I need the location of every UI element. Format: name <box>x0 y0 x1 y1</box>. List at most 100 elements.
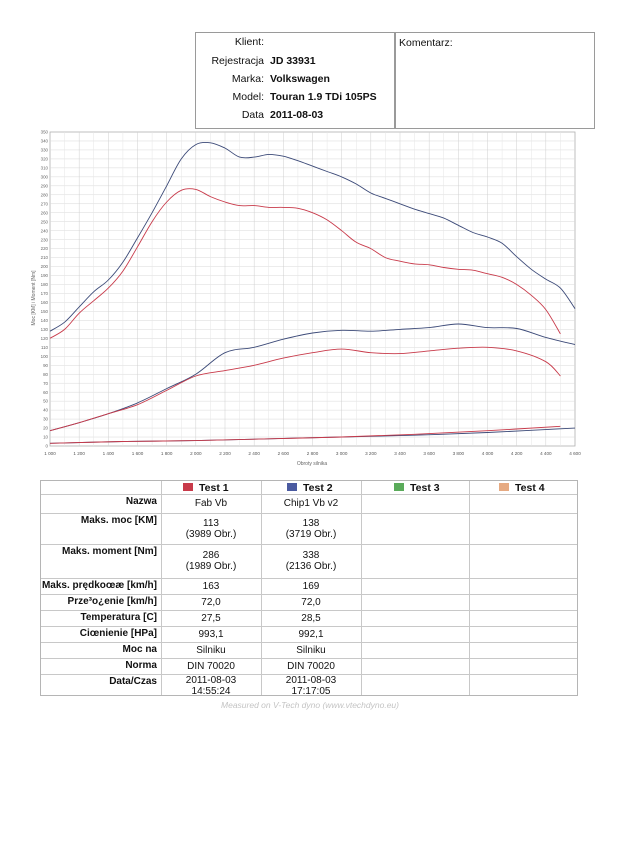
y-tick-label: 150 <box>41 309 49 314</box>
table-divider <box>41 578 577 579</box>
cell-line: 2011-08-03 <box>185 675 237 686</box>
cell-line: (3989 Obr.) <box>185 528 237 540</box>
cell-line: 2011-08-03 <box>285 675 337 686</box>
x-tick-label: 3 800 <box>453 451 465 456</box>
info-row-model: Model: Touran 1.9 TDi 105PS <box>196 91 394 109</box>
cell-line: 72,0 <box>301 596 321 608</box>
y-tick-label: 200 <box>41 264 49 269</box>
y-tick-label: 110 <box>41 345 49 350</box>
x-tick-label: 3 000 <box>336 451 348 456</box>
y-tick-label: 210 <box>41 255 49 260</box>
x-tick-label: 3 600 <box>423 451 435 456</box>
cell-line: Silniku <box>196 644 226 656</box>
info-value: Volkswagen <box>270 73 330 85</box>
test-3-label: Test 3 <box>410 482 440 494</box>
y-tick-label: 0 <box>46 444 49 449</box>
cell-line: 993,1 <box>198 628 224 640</box>
series-test1-power <box>49 346 561 432</box>
footer-note: Measured on V-Tech dyno (www.vtechdyno.e… <box>221 700 399 710</box>
y-tick-label: 120 <box>41 336 49 341</box>
cell-test-1: 163 <box>161 581 261 592</box>
info-row-klient: Klient: <box>196 36 394 54</box>
table-divider <box>41 658 577 659</box>
x-tick-label: 1 200 <box>73 451 85 456</box>
y-tick-label: 240 <box>41 228 49 233</box>
cell-line: Silniku <box>296 644 326 656</box>
x-tick-label: 4 600 <box>569 451 581 456</box>
info-value: 2011-08-03 <box>270 109 324 121</box>
y-tick-label: 180 <box>41 282 49 287</box>
y-tick-label: 230 <box>41 237 49 242</box>
dyno-chart: 0 10 20 30 40 50 60 70 80 90 100 110 120 130 140 150 160… <box>30 128 585 468</box>
cell-line: 27,5 <box>201 612 221 624</box>
cell-test-1: 72,0 <box>161 597 261 608</box>
table-divider <box>41 544 577 545</box>
y-tick-label: 90 <box>43 363 48 368</box>
cell-line: Fab Vb <box>194 498 228 509</box>
row-label: Maks. moc [KM] <box>80 515 157 526</box>
info-label: Marka: <box>231 73 264 85</box>
cell-line: 14:55:24 <box>191 686 231 697</box>
cell-line: 169 <box>302 580 320 592</box>
cell-test-2: Silniku <box>261 645 361 656</box>
info-row-data: Data 2011-08-03 <box>196 109 394 127</box>
test-2-header: Test 2 <box>287 482 333 494</box>
y-tick-label: 310 <box>41 165 49 170</box>
comment-label: Komentarz: <box>399 37 453 49</box>
test-4-swatch <box>499 483 509 491</box>
comment-box: Komentarz: <box>395 32 595 129</box>
table-divider <box>41 674 577 675</box>
y-tick-label: 350 <box>41 130 49 135</box>
cell-line: 286 <box>202 550 220 561</box>
cell-line: Chip1 Vb v2 <box>283 498 339 509</box>
info-label: Model: <box>232 91 264 103</box>
chart-grid <box>49 131 576 447</box>
y-tick-label: 330 <box>41 148 49 153</box>
cell-line: (3719 Obr.) <box>285 528 337 540</box>
cell-line: 28,5 <box>301 612 321 624</box>
info-row-rejestracja: Rejestracja JD 33931 <box>196 55 394 73</box>
vehicle-info-box: Klient: Rejestracja JD 33931 Marka: Volk… <box>195 32 395 129</box>
x-tick-label: 2 600 <box>278 451 290 456</box>
row-label: Maks. prędkoœæ [km/h] <box>41 580 157 591</box>
y-tick-label: 30 <box>43 417 48 422</box>
table-divider <box>41 513 577 514</box>
cell-test-1: 113 (3989 Obr.) <box>161 518 261 540</box>
y-axis-label: Moc [KM] i Moment [Nm] <box>31 270 37 326</box>
row-label: Nazwa <box>125 496 157 507</box>
row-label: Ciœnienie [HPa] <box>79 628 157 639</box>
y-tick-label: 290 <box>41 183 49 188</box>
cell-line: 17:17:05 <box>291 686 331 697</box>
y-tick-label: 260 <box>41 210 49 215</box>
y-tick-label: 300 <box>41 174 49 179</box>
y-tick-labels: 0 10 20 30 40 50 60 70 80 90 100 110 120 130 140 150 160… <box>41 130 49 449</box>
info-label: Rejestracja <box>211 55 264 67</box>
y-tick-label: 40 <box>43 408 48 413</box>
row-label: Prze³o¿enie [km/h] <box>67 596 157 607</box>
table-divider <box>41 642 577 643</box>
row-label: Maks. moment [Nm] <box>61 546 157 557</box>
cell-test-2: 338 (2136 Obr.) <box>261 550 361 572</box>
cell-test-2: 72,0 <box>261 597 361 608</box>
cell-test-2: 992,1 <box>261 629 361 640</box>
series-test1-loss <box>49 425 561 444</box>
table-divider <box>41 594 577 595</box>
table-col-divider <box>469 481 470 695</box>
cell-line: DIN 70020 <box>287 660 335 672</box>
test-1-header: Test 1 <box>183 482 229 494</box>
series-test2-torque <box>49 141 576 332</box>
cell-test-2: 28,5 <box>261 613 361 624</box>
x-tick-label: 2 400 <box>248 451 260 456</box>
test-1-label: Test 1 <box>199 482 229 494</box>
series-test1-torque <box>49 188 561 339</box>
cell-test-1: 286 (1989 Obr.) <box>161 550 261 572</box>
test-1-swatch <box>183 483 193 491</box>
table-divider <box>41 494 577 495</box>
cell-test-2: 138 (3719 Obr.) <box>261 518 361 540</box>
cell-line: 113 <box>203 517 219 529</box>
y-tick-label: 130 <box>41 327 49 332</box>
x-tick-label: 1 800 <box>161 451 173 456</box>
cell-line: (2136 Obr.) <box>285 561 337 572</box>
cell-test-2: Chip1 Vb v2 <box>261 498 361 509</box>
cell-test-1: 27,5 <box>161 613 261 624</box>
